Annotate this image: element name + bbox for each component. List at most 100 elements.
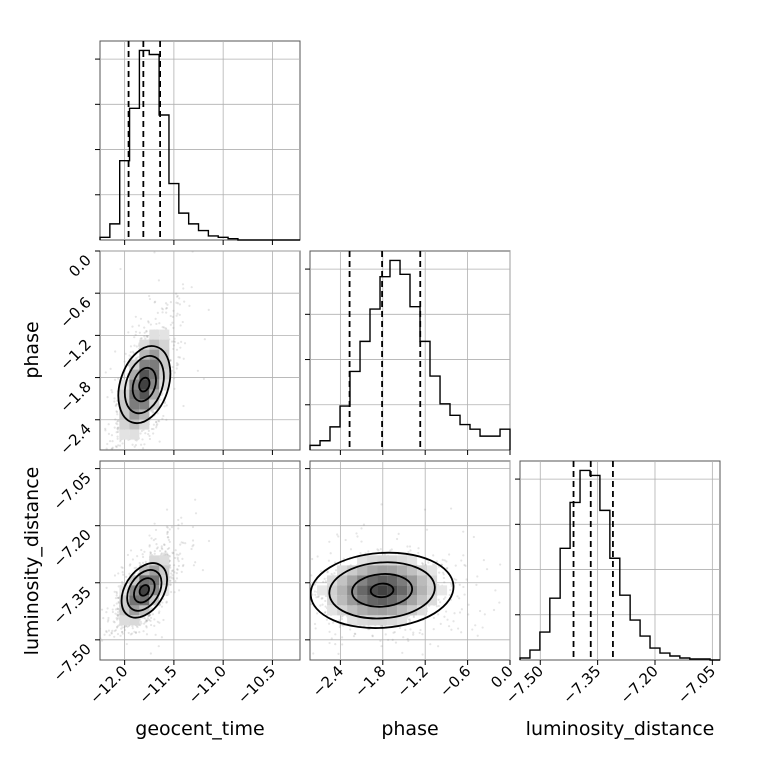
scatter-point bbox=[152, 427, 155, 431]
scatter-point bbox=[171, 569, 174, 573]
scatter-point bbox=[341, 643, 344, 646]
scatter-point bbox=[389, 549, 392, 552]
scatter-point bbox=[444, 596, 447, 599]
scatter-point bbox=[458, 611, 462, 614]
scatter-point bbox=[314, 593, 317, 596]
scatter-point bbox=[449, 588, 452, 592]
scatter-point bbox=[125, 642, 128, 646]
scatter-point bbox=[117, 613, 120, 616]
x-tick-label-luminosity-distance: −7.35 bbox=[559, 662, 604, 707]
scatter-point bbox=[406, 637, 409, 641]
scatter-point bbox=[407, 615, 411, 618]
scatter-point bbox=[172, 309, 175, 312]
scatter-point bbox=[307, 575, 309, 577]
scatter-point bbox=[320, 597, 323, 600]
scatter-point bbox=[113, 635, 116, 638]
y-tick-label-phase: −2.4 bbox=[56, 420, 94, 458]
contour-level bbox=[351, 573, 414, 608]
scatter-point bbox=[142, 616, 145, 619]
scatter-point bbox=[100, 597, 101, 599]
scatter-point bbox=[321, 597, 324, 600]
scatter-point bbox=[445, 610, 448, 613]
scatter-point bbox=[404, 628, 407, 631]
scatter-point bbox=[176, 312, 179, 315]
density-cell bbox=[427, 585, 438, 596]
scatter-point bbox=[334, 633, 337, 636]
scatter-point bbox=[172, 552, 175, 555]
scatter-point bbox=[160, 636, 164, 639]
scatter-point bbox=[175, 292, 178, 295]
scatter-point bbox=[149, 553, 152, 556]
scatter-point bbox=[482, 559, 485, 562]
scatter-point bbox=[384, 633, 387, 636]
scatter-point bbox=[82, 631, 84, 633]
density-cell bbox=[357, 555, 368, 566]
scatter-point bbox=[453, 577, 456, 581]
scatter-point bbox=[105, 630, 108, 633]
scatter-point bbox=[181, 557, 184, 560]
density-cell bbox=[139, 379, 150, 390]
density-cell bbox=[377, 615, 388, 626]
scatter-point bbox=[329, 552, 332, 555]
scatter-point bbox=[179, 543, 182, 546]
scatter-point bbox=[175, 553, 178, 556]
scatter-point bbox=[467, 603, 470, 606]
scatter-point bbox=[124, 458, 126, 460]
scatter-point bbox=[147, 614, 150, 618]
scatter-point bbox=[107, 432, 111, 435]
scatter-point bbox=[116, 625, 119, 628]
scatter-point bbox=[169, 575, 172, 578]
scatter-point bbox=[158, 610, 161, 613]
scatter-point bbox=[445, 567, 448, 570]
scatter-point bbox=[322, 580, 325, 583]
scatter-point bbox=[102, 616, 105, 620]
scatter-point bbox=[115, 602, 118, 605]
density-cell bbox=[367, 615, 378, 626]
y-tick-label-phase: −0.6 bbox=[56, 293, 94, 331]
density-cell bbox=[417, 605, 428, 616]
scatter-point bbox=[175, 314, 178, 317]
scatter-point bbox=[153, 549, 156, 553]
scatter-point bbox=[132, 351, 135, 355]
scatter-point bbox=[116, 632, 120, 636]
scatter-point bbox=[172, 340, 175, 343]
contour-level bbox=[369, 582, 395, 599]
scatter-point bbox=[165, 418, 168, 421]
scatter-point bbox=[412, 615, 415, 619]
scatter-point bbox=[180, 541, 183, 544]
scatter-point bbox=[135, 566, 138, 569]
scatter-point bbox=[117, 572, 120, 575]
scatter-point bbox=[421, 633, 424, 636]
scatter-point bbox=[395, 537, 399, 541]
scatter-point bbox=[156, 546, 159, 549]
scatter-point bbox=[157, 645, 160, 648]
scatter-point bbox=[145, 335, 148, 338]
scatter-point bbox=[176, 294, 179, 298]
scatter-point bbox=[192, 543, 195, 547]
density-cell bbox=[139, 419, 150, 430]
scatter-point bbox=[332, 621, 335, 624]
x-tick-label-geocent-time: −10.5 bbox=[234, 662, 279, 707]
scatter-point bbox=[409, 628, 412, 631]
x-tick-label-phase: −1.8 bbox=[351, 662, 389, 700]
scatter-point bbox=[191, 525, 195, 529]
scatter-point bbox=[458, 583, 461, 586]
scatter-point bbox=[338, 625, 341, 629]
contour-level bbox=[117, 345, 172, 425]
scatter-point bbox=[169, 583, 172, 586]
scatter-point bbox=[155, 543, 158, 546]
scatter-point bbox=[156, 423, 159, 426]
x-tick-label-phase: −0.6 bbox=[436, 662, 474, 700]
scatter-point bbox=[136, 554, 139, 558]
density-cell bbox=[397, 575, 408, 586]
density-cell bbox=[139, 605, 150, 616]
scatter-point bbox=[115, 592, 118, 595]
scatter-point bbox=[117, 596, 120, 600]
scatter-point bbox=[120, 451, 122, 453]
scatter-point bbox=[387, 638, 390, 642]
scatter-point bbox=[149, 551, 152, 554]
scatter-point bbox=[108, 439, 112, 443]
scatter-point bbox=[129, 458, 131, 460]
scatter-point bbox=[327, 622, 331, 625]
scatter-point bbox=[154, 537, 157, 541]
